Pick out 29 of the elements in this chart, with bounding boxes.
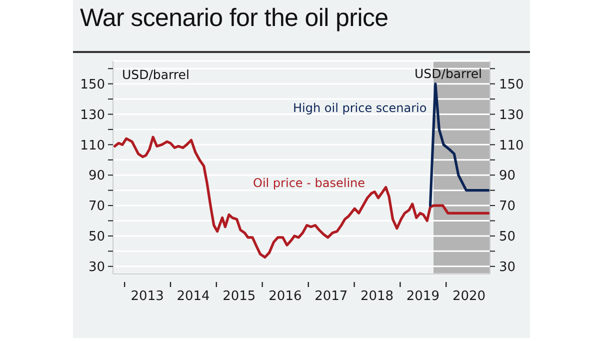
x-tick-label: 2017 [314, 288, 348, 304]
y2-tick-label: 130 [499, 108, 524, 123]
y2-tick-label: 30 [499, 260, 516, 276]
y2-axis-title: USD/barrel [414, 66, 482, 81]
y2-tick-label: 150 [499, 77, 524, 92]
x-tick-label: 2014 [176, 288, 210, 304]
x-tick-label: 2019 [406, 288, 440, 304]
y-tick-label: 50 [88, 230, 105, 245]
x-tick-label: 2020 [452, 288, 486, 304]
series-label: High oil price scenario [293, 101, 427, 115]
y-tick-label: 110 [80, 138, 105, 154]
x-tick-label: 2018 [360, 288, 394, 304]
y2-tick-label: 70 [499, 199, 516, 214]
y-tick-label: 130 [80, 108, 105, 123]
y2-tick-label: 50 [499, 230, 516, 245]
y2-tick-label: 90 [499, 168, 516, 184]
x-tick-label: 2013 [130, 288, 164, 304]
y-tick-label: 150 [80, 77, 105, 92]
x-tick-label: 2015 [222, 288, 256, 304]
x-tick-label: 2016 [268, 288, 302, 304]
y2-tick-label: 110 [499, 138, 524, 154]
series-label: Oil price - baseline [253, 176, 366, 190]
y-tick-label: 30 [88, 260, 105, 276]
chart-title: War scenario for the oil price [80, 4, 388, 33]
line-series [113, 136, 490, 259]
line-series [428, 82, 490, 207]
y-axis-title: USD/barrel [122, 67, 190, 82]
y-tick-label: 90 [88, 168, 105, 184]
y-tick-label: 70 [88, 199, 105, 214]
